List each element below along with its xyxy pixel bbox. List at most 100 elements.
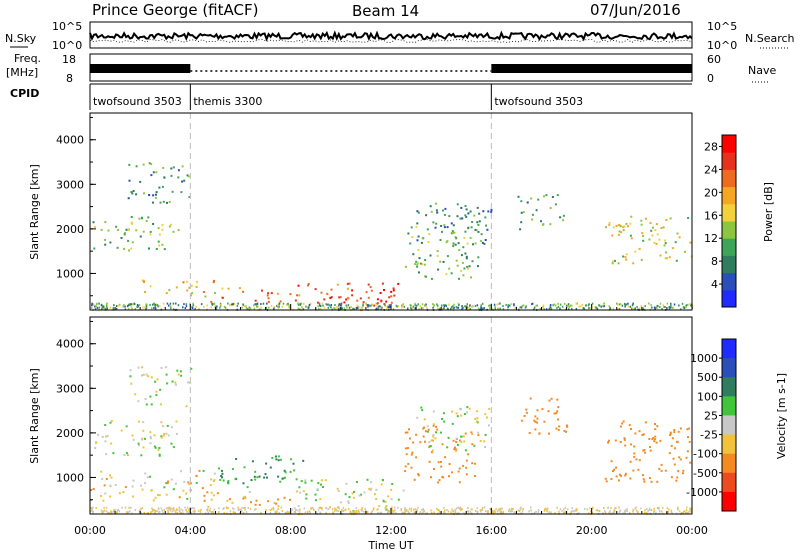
echo-pixel	[671, 247, 674, 250]
ground-pixel	[227, 507, 229, 510]
ground-pixel	[213, 302, 216, 305]
ground-pixel	[197, 509, 200, 512]
ground-pixel	[493, 509, 496, 512]
ground-pixel	[147, 512, 149, 514]
echo-pixel	[120, 429, 123, 432]
echo-pixel	[112, 452, 115, 455]
ground-pixel	[380, 511, 382, 514]
ground-pixel	[632, 510, 634, 513]
echo-pixel	[289, 470, 292, 473]
echo-pixel	[132, 438, 135, 441]
ground-pixel	[151, 307, 153, 310]
echo-pixel	[161, 243, 164, 246]
ground-pixel	[122, 305, 124, 308]
echo-pixel	[664, 469, 667, 472]
echo-pixel	[642, 234, 645, 237]
ground-pixel	[480, 306, 482, 309]
ground-pixel	[339, 304, 342, 307]
echo-pixel	[382, 479, 384, 482]
echo-pixel	[440, 465, 443, 468]
echo-pixel	[466, 406, 469, 409]
ground-pixel	[379, 305, 382, 308]
echo-pixel	[407, 232, 410, 235]
colorbar-swatch-9	[722, 135, 736, 153]
ground-pixel	[513, 511, 515, 514]
colorbar-swatch-4	[722, 221, 736, 239]
ground-pixel	[492, 509, 494, 512]
freq-label-bottom: [MHz]	[6, 66, 38, 79]
echo-pixel	[213, 478, 216, 481]
ground-pixel	[153, 509, 155, 512]
ground-pixel	[437, 307, 439, 310]
echo-pixel	[105, 453, 108, 456]
ground-pixel	[215, 307, 217, 310]
ground-pixel	[305, 305, 307, 308]
ground-pixel	[210, 306, 212, 309]
ground-pixel	[663, 306, 665, 309]
echo-pixel	[202, 291, 205, 293]
ground-pixel	[626, 510, 628, 513]
echo-pixel	[416, 265, 419, 268]
echo-pixel	[557, 428, 560, 431]
ground-pixel	[689, 303, 691, 305]
ground-pixel	[425, 306, 428, 309]
freq-trace	[90, 64, 692, 73]
echo-pixel	[150, 376, 153, 379]
ground-pixel	[500, 507, 503, 510]
echo-pixel	[543, 420, 546, 423]
echo-pixel	[423, 263, 426, 266]
echo-pixel	[128, 249, 130, 252]
ground-pixel	[282, 302, 285, 305]
echo-pixel	[222, 479, 225, 482]
echo-pixel	[392, 287, 395, 290]
echo-pixel	[430, 476, 432, 479]
echo-pixel	[471, 443, 474, 446]
echo-pixel	[541, 408, 544, 411]
ground-pixel	[547, 507, 549, 510]
echo-pixel	[128, 179, 131, 182]
echo-pixel	[227, 480, 230, 483]
echo-pixel	[617, 233, 620, 236]
ground-pixel	[439, 307, 441, 310]
echo-pixel	[402, 489, 405, 492]
echo-pixel	[440, 431, 442, 434]
echo-pixel	[385, 505, 388, 508]
ground-pixel	[596, 509, 599, 512]
ground-pixel	[596, 307, 599, 310]
ground-pixel	[543, 308, 545, 311]
echo-pixel	[221, 287, 224, 290]
echo-pixel	[109, 474, 111, 477]
echo-pixel	[126, 454, 129, 456]
ground-pixel	[510, 507, 513, 510]
ground-pixel	[453, 306, 455, 309]
ground-pixel	[188, 510, 190, 513]
echo-pixel	[615, 466, 618, 469]
echo-pixel	[556, 194, 559, 197]
echo-pixel	[152, 201, 154, 204]
ground-pixel	[219, 306, 221, 309]
echo-pixel	[170, 442, 173, 445]
echo-pixel	[622, 226, 625, 229]
ground-pixel	[558, 510, 560, 513]
colorbar-tick-label-2: 12	[704, 232, 718, 245]
echo-pixel	[612, 470, 614, 472]
ground-pixel	[452, 307, 454, 310]
ground-pixel	[378, 305, 380, 308]
ground-pixel	[151, 510, 153, 513]
freq-band-2	[491, 64, 692, 73]
echo-pixel	[416, 222, 419, 225]
echo-pixel	[480, 233, 483, 236]
ground-pixel	[127, 511, 130, 514]
echo-pixel	[416, 263, 419, 266]
echo-pixel	[105, 435, 108, 438]
echo-pixel	[109, 421, 112, 424]
echo-pixel	[314, 493, 317, 496]
ground-pixel	[127, 307, 130, 310]
colorbar-swatch-3	[722, 238, 736, 256]
ground-pixel	[550, 308, 553, 311]
echo-pixel	[319, 498, 322, 501]
echo-pixel	[654, 435, 657, 438]
echo-pixel	[155, 394, 158, 397]
ground-pixel	[567, 303, 570, 306]
ground-pixel	[338, 304, 340, 307]
